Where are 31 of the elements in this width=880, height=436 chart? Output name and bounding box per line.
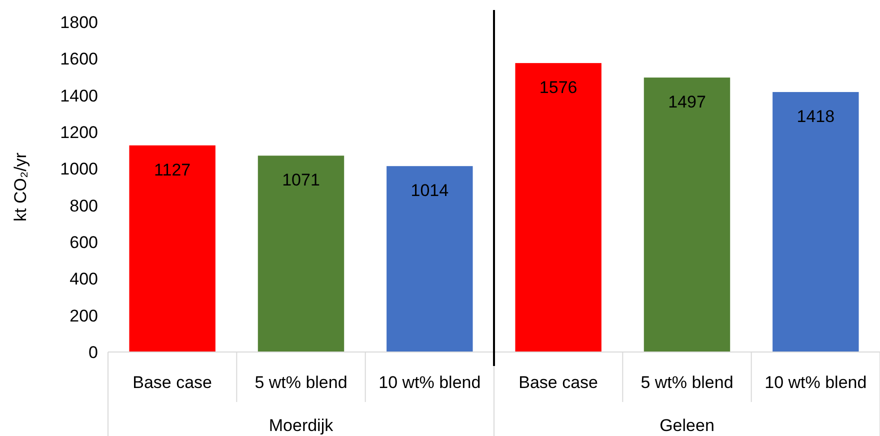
text: Geleen bbox=[660, 416, 714, 435]
y-tick-label: 400 bbox=[70, 270, 98, 289]
data-label: 1014 bbox=[410, 181, 449, 200]
y-tick-label: 1600 bbox=[60, 50, 98, 69]
bar bbox=[129, 145, 216, 352]
x-tick-label: Base case bbox=[132, 373, 212, 392]
bar bbox=[386, 166, 473, 352]
x-tick-label: 5 wt% blend bbox=[254, 373, 348, 392]
bar bbox=[772, 92, 859, 352]
y-tick-label: 0 bbox=[88, 342, 98, 362]
y-tick-label: 1000 bbox=[60, 160, 98, 179]
y-tick-label: 800 bbox=[70, 196, 98, 216]
bar bbox=[258, 156, 344, 352]
x-tick-label: 5 wt% blend bbox=[640, 373, 734, 392]
bar bbox=[515, 63, 602, 352]
x-tick-label: 10 wt% blend bbox=[764, 373, 867, 392]
data-label: 1071 bbox=[282, 170, 320, 190]
y-tick-label: 200 bbox=[70, 306, 98, 326]
y-axis-title: kt CO₂/yr bbox=[11, 152, 30, 222]
x-tick-label: Base case bbox=[518, 373, 598, 392]
text: Moerdijk bbox=[268, 416, 334, 435]
x-tick-label: 10 wt% blend bbox=[378, 373, 481, 392]
y-tick-label: 1800 bbox=[60, 12, 98, 32]
y-tick-label: 1400 bbox=[60, 86, 98, 106]
data-label: 1576 bbox=[539, 78, 578, 98]
y-tick-label: 1200 bbox=[60, 122, 98, 142]
data-label: 1497 bbox=[668, 92, 706, 112]
data-label: 1418 bbox=[796, 107, 835, 126]
y-tick-label: 600 bbox=[70, 232, 98, 252]
data-label: 1127 bbox=[154, 160, 191, 180]
bar bbox=[644, 78, 730, 352]
